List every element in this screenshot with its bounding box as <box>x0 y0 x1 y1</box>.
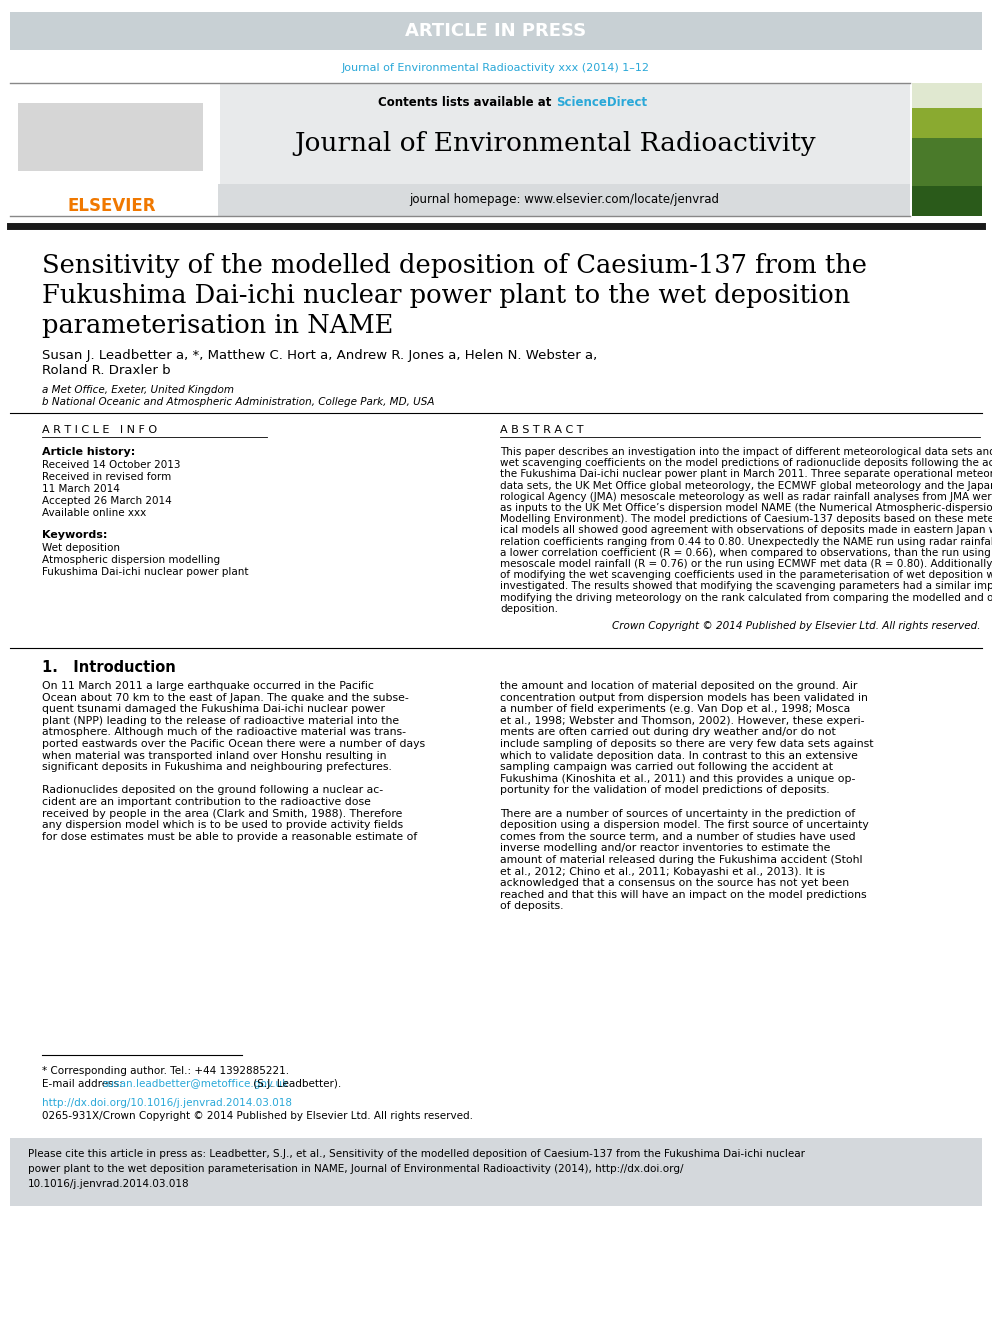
Text: 10.1016/j.jenvrad.2014.03.018: 10.1016/j.jenvrad.2014.03.018 <box>28 1179 189 1189</box>
Text: mesoscale model rainfall (R = 0.76) or the run using ECMWF met data (R = 0.80). : mesoscale model rainfall (R = 0.76) or t… <box>500 560 992 569</box>
Text: as inputs to the UK Met Office’s dispersion model NAME (the Numerical Atmospheri: as inputs to the UK Met Office’s dispers… <box>500 503 992 513</box>
Text: rological Agency (JMA) mesoscale meteorology as well as radar rainfall analyses : rological Agency (JMA) mesoscale meteoro… <box>500 492 992 501</box>
Text: et al., 2012; Chino et al., 2011; Kobayashi et al., 2013). It is: et al., 2012; Chino et al., 2011; Kobaya… <box>500 867 825 877</box>
Text: acknowledged that a consensus on the source has not yet been: acknowledged that a consensus on the sou… <box>500 878 849 888</box>
Bar <box>10 1138 982 1207</box>
Text: the Fukushima Dai-ichi nuclear power plant in March 2011. Three separate operati: the Fukushima Dai-ichi nuclear power pla… <box>500 470 992 479</box>
Text: amount of material released during the Fukushima accident (Stohl: amount of material released during the F… <box>500 855 862 865</box>
Text: Fukushima Dai-ichi nuclear power plant to the wet deposition: Fukushima Dai-ichi nuclear power plant t… <box>42 283 850 307</box>
Text: 0265-931X/Crown Copyright © 2014 Published by Elsevier Ltd. All rights reserved.: 0265-931X/Crown Copyright © 2014 Publish… <box>42 1111 473 1121</box>
Text: Journal of Environmental Radioactivity xxx (2014) 1–12: Journal of Environmental Radioactivity x… <box>342 64 650 73</box>
Text: a Met Office, Exeter, United Kingdom: a Met Office, Exeter, United Kingdom <box>42 385 234 396</box>
Text: reached and that this will have an impact on the model predictions: reached and that this will have an impac… <box>500 890 867 900</box>
Text: Contents lists available at: Contents lists available at <box>378 97 555 110</box>
Text: ELSEVIER: ELSEVIER <box>67 197 157 216</box>
Text: A R T I C L E   I N F O: A R T I C L E I N F O <box>42 425 157 435</box>
Bar <box>10 83 220 216</box>
Text: atmosphere. Although much of the radioactive material was trans-: atmosphere. Although much of the radioac… <box>42 728 406 737</box>
Text: Accepted 26 March 2014: Accepted 26 March 2014 <box>42 496 172 505</box>
Text: ScienceDirect: ScienceDirect <box>556 97 647 110</box>
Text: the amount and location of material deposited on the ground. Air: the amount and location of material depo… <box>500 681 857 691</box>
Text: deposition.: deposition. <box>500 603 558 614</box>
Text: * Corresponding author. Tel.: +44 1392885221.: * Corresponding author. Tel.: +44 139288… <box>42 1066 289 1076</box>
Text: et al., 1998; Webster and Thomson, 2002). However, these experi-: et al., 1998; Webster and Thomson, 2002)… <box>500 716 864 726</box>
Text: Received 14 October 2013: Received 14 October 2013 <box>42 460 181 470</box>
Text: plant (NPP) leading to the release of radioactive material into the: plant (NPP) leading to the release of ra… <box>42 716 399 726</box>
Text: Radionuclides deposited on the ground following a nuclear ac-: Radionuclides deposited on the ground fo… <box>42 786 383 795</box>
Text: 11 March 2014: 11 March 2014 <box>42 484 120 493</box>
Text: E-mail address:: E-mail address: <box>42 1080 126 1089</box>
Text: cident are an important contribution to the radioactive dose: cident are an important contribution to … <box>42 796 371 807</box>
Text: Available online xxx: Available online xxx <box>42 508 146 519</box>
Text: a lower correlation coefficient (R = 0.66), when compared to observations, than : a lower correlation coefficient (R = 0.6… <box>500 548 992 558</box>
Text: b National Oceanic and Atmospheric Administration, College Park, MD, USA: b National Oceanic and Atmospheric Admin… <box>42 397 434 407</box>
Text: (S.J. Leadbetter).: (S.J. Leadbetter). <box>250 1080 341 1089</box>
Text: 1.   Introduction: 1. Introduction <box>42 660 176 676</box>
Text: Modelling Environment). The model predictions of Caesium-137 deposits based on t: Modelling Environment). The model predic… <box>500 515 992 524</box>
Text: quent tsunami damaged the Fukushima Dai-ichi nuclear power: quent tsunami damaged the Fukushima Dai-… <box>42 704 385 714</box>
Text: for dose estimates must be able to provide a reasonable estimate of: for dose estimates must be able to provi… <box>42 832 418 841</box>
Bar <box>10 83 910 216</box>
Text: when material was transported inland over Honshu resulting in: when material was transported inland ove… <box>42 750 387 761</box>
Text: power plant to the wet deposition parameterisation in NAME, Journal of Environme: power plant to the wet deposition parame… <box>28 1164 683 1174</box>
Text: of deposits.: of deposits. <box>500 901 563 912</box>
Text: Article history:: Article history: <box>42 447 135 456</box>
Text: There are a number of sources of uncertainty in the prediction of: There are a number of sources of uncerta… <box>500 808 855 819</box>
Text: a number of field experiments (e.g. Van Dop et al., 1998; Mosca: a number of field experiments (e.g. Van … <box>500 704 850 714</box>
Text: comes from the source term, and a number of studies have used: comes from the source term, and a number… <box>500 832 856 841</box>
Text: Keywords:: Keywords: <box>42 531 107 540</box>
Bar <box>912 83 982 216</box>
Text: inverse modelling and/or reactor inventories to estimate the: inverse modelling and/or reactor invento… <box>500 843 830 853</box>
Bar <box>218 184 910 216</box>
Bar <box>912 83 982 138</box>
Text: any dispersion model which is to be used to provide activity fields: any dispersion model which is to be used… <box>42 820 403 831</box>
Text: ments are often carried out during dry weather and/or do not: ments are often carried out during dry w… <box>500 728 835 737</box>
Text: ARTICLE IN PRESS: ARTICLE IN PRESS <box>406 22 586 40</box>
Text: concentration output from dispersion models has been validated in: concentration output from dispersion mod… <box>500 693 868 703</box>
Text: Sensitivity of the modelled deposition of Caesium-137 from the: Sensitivity of the modelled deposition o… <box>42 253 867 278</box>
Text: parameterisation in NAME: parameterisation in NAME <box>42 312 394 337</box>
Text: modifying the driving meteorology on the rank calculated from comparing the mode: modifying the driving meteorology on the… <box>500 593 992 602</box>
Text: Please cite this article in press as: Leadbetter, S.J., et al., Sensitivity of t: Please cite this article in press as: Le… <box>28 1148 805 1159</box>
Text: significant deposits in Fukushima and neighbouring prefectures.: significant deposits in Fukushima and ne… <box>42 762 392 773</box>
Text: http://dx.doi.org/10.1016/j.jenvrad.2014.03.018: http://dx.doi.org/10.1016/j.jenvrad.2014… <box>42 1098 292 1107</box>
Bar <box>912 187 982 216</box>
Bar <box>912 83 982 108</box>
Text: sampling campaign was carried out following the accident at: sampling campaign was carried out follow… <box>500 762 833 773</box>
Text: relation coefficients ranging from 0.44 to 0.80. Unexpectedly the NAME run using: relation coefficients ranging from 0.44 … <box>500 537 992 546</box>
Text: Fukushima Dai-ichi nuclear power plant: Fukushima Dai-ichi nuclear power plant <box>42 568 249 577</box>
Text: A B S T R A C T: A B S T R A C T <box>500 425 583 435</box>
Text: include sampling of deposits so there are very few data sets against: include sampling of deposits so there ar… <box>500 740 874 749</box>
Text: Fukushima (Kinoshita et al., 2011) and this provides a unique op-: Fukushima (Kinoshita et al., 2011) and t… <box>500 774 855 783</box>
Text: Journal of Environmental Radioactivity: Journal of Environmental Radioactivity <box>295 131 815 156</box>
Text: which to validate deposition data. In contrast to this an extensive: which to validate deposition data. In co… <box>500 750 858 761</box>
Bar <box>18 103 203 171</box>
Text: deposition using a dispersion model. The first source of uncertainty: deposition using a dispersion model. The… <box>500 820 869 831</box>
Text: Received in revised form: Received in revised form <box>42 472 172 482</box>
Text: investigated. The results showed that modifying the scavenging parameters had a : investigated. The results showed that mo… <box>500 581 992 591</box>
Text: susan.leadbetter@metoffice.gov.uk: susan.leadbetter@metoffice.gov.uk <box>102 1080 289 1089</box>
Bar <box>10 12 982 50</box>
Text: journal homepage: www.elsevier.com/locate/jenvrad: journal homepage: www.elsevier.com/locat… <box>409 193 719 206</box>
Text: Ocean about 70 km to the east of Japan. The quake and the subse-: Ocean about 70 km to the east of Japan. … <box>42 693 409 703</box>
Text: ported eastwards over the Pacific Ocean there were a number of days: ported eastwards over the Pacific Ocean … <box>42 740 426 749</box>
Text: Susan J. Leadbetter a, *, Matthew C. Hort a, Andrew R. Jones a, Helen N. Webster: Susan J. Leadbetter a, *, Matthew C. Hor… <box>42 348 597 361</box>
Text: wet scavenging coefficients on the model predictions of radionuclide deposits fo: wet scavenging coefficients on the model… <box>500 458 992 468</box>
Text: of modifying the wet scavenging coefficients used in the parameterisation of wet: of modifying the wet scavenging coeffici… <box>500 570 992 581</box>
Text: Crown Copyright © 2014 Published by Elsevier Ltd. All rights reserved.: Crown Copyright © 2014 Published by Else… <box>611 620 980 631</box>
Text: Atmospheric dispersion modelling: Atmospheric dispersion modelling <box>42 556 220 565</box>
Text: This paper describes an investigation into the impact of different meteorologica: This paper describes an investigation in… <box>500 447 992 456</box>
Text: ical models all showed good agreement with observations of deposits made in east: ical models all showed good agreement wi… <box>500 525 992 536</box>
Text: portunity for the validation of model predictions of deposits.: portunity for the validation of model pr… <box>500 786 829 795</box>
Text: data sets, the UK Met Office global meteorology, the ECMWF global meteorology an: data sets, the UK Met Office global mete… <box>500 480 992 491</box>
Text: Wet deposition: Wet deposition <box>42 542 120 553</box>
Text: On 11 March 2011 a large earthquake occurred in the Pacific: On 11 March 2011 a large earthquake occu… <box>42 681 374 691</box>
Text: Roland R. Draxler b: Roland R. Draxler b <box>42 364 171 377</box>
Text: received by people in the area (Clark and Smith, 1988). Therefore: received by people in the area (Clark an… <box>42 808 403 819</box>
